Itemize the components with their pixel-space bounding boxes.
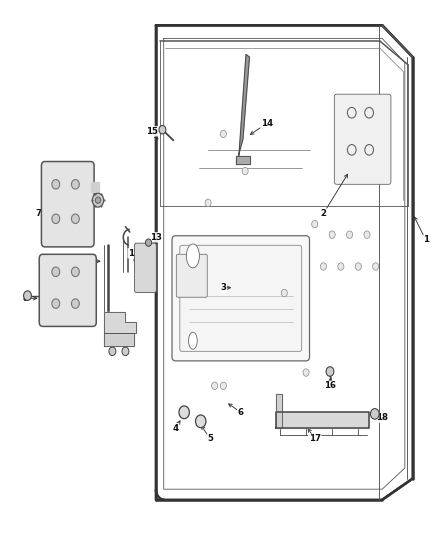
Circle shape xyxy=(355,263,361,270)
Polygon shape xyxy=(236,156,251,164)
FancyBboxPatch shape xyxy=(177,254,207,297)
Circle shape xyxy=(364,231,370,238)
Text: 5: 5 xyxy=(207,434,213,443)
Text: 13: 13 xyxy=(150,233,162,242)
Circle shape xyxy=(281,289,287,297)
Circle shape xyxy=(365,108,374,118)
Circle shape xyxy=(52,267,60,277)
Ellipse shape xyxy=(186,244,199,268)
Circle shape xyxy=(92,193,104,207)
Circle shape xyxy=(242,167,248,175)
Polygon shape xyxy=(276,413,369,428)
Circle shape xyxy=(329,231,335,238)
Circle shape xyxy=(71,267,79,277)
Ellipse shape xyxy=(188,332,197,349)
Circle shape xyxy=(145,239,152,246)
Circle shape xyxy=(179,406,189,419)
Circle shape xyxy=(326,367,334,376)
Circle shape xyxy=(365,144,374,155)
Text: 7: 7 xyxy=(35,209,42,218)
Text: 11: 11 xyxy=(122,328,134,337)
Polygon shape xyxy=(104,333,134,346)
Circle shape xyxy=(71,214,79,223)
FancyBboxPatch shape xyxy=(180,245,302,351)
Circle shape xyxy=(371,409,379,419)
Circle shape xyxy=(195,415,206,427)
Circle shape xyxy=(346,231,353,238)
Text: 18: 18 xyxy=(376,413,388,422)
FancyBboxPatch shape xyxy=(42,161,94,247)
Circle shape xyxy=(312,220,318,228)
Circle shape xyxy=(303,369,309,376)
Circle shape xyxy=(220,130,226,138)
Circle shape xyxy=(321,263,326,270)
Circle shape xyxy=(52,299,60,309)
Text: 17: 17 xyxy=(309,434,321,443)
Text: 16: 16 xyxy=(324,381,336,390)
Circle shape xyxy=(220,382,226,390)
Text: 9: 9 xyxy=(90,190,96,199)
Text: 6: 6 xyxy=(238,408,244,417)
Circle shape xyxy=(347,144,356,155)
Circle shape xyxy=(122,347,129,356)
FancyBboxPatch shape xyxy=(39,254,96,326)
Circle shape xyxy=(159,125,166,134)
Circle shape xyxy=(212,382,218,390)
Polygon shape xyxy=(104,312,136,333)
Text: 10: 10 xyxy=(82,257,94,265)
Circle shape xyxy=(71,180,79,189)
Text: 4: 4 xyxy=(173,424,179,433)
Circle shape xyxy=(109,347,116,356)
Text: 1: 1 xyxy=(423,236,429,245)
Circle shape xyxy=(347,108,356,118)
Circle shape xyxy=(338,263,344,270)
Circle shape xyxy=(52,214,60,223)
Text: 14: 14 xyxy=(261,119,273,128)
FancyBboxPatch shape xyxy=(172,236,310,361)
Circle shape xyxy=(24,291,32,301)
Polygon shape xyxy=(91,182,99,192)
Circle shape xyxy=(205,199,211,207)
Text: 8: 8 xyxy=(22,294,28,303)
Circle shape xyxy=(71,299,79,309)
Polygon shape xyxy=(276,394,282,428)
Text: 2: 2 xyxy=(321,209,326,218)
FancyBboxPatch shape xyxy=(134,243,156,293)
Circle shape xyxy=(95,197,101,204)
Polygon shape xyxy=(237,54,250,163)
FancyBboxPatch shape xyxy=(334,94,391,184)
Text: 15: 15 xyxy=(145,127,158,136)
Circle shape xyxy=(52,180,60,189)
Text: 12: 12 xyxy=(128,249,140,258)
Text: 3: 3 xyxy=(220,283,226,292)
Circle shape xyxy=(373,263,379,270)
